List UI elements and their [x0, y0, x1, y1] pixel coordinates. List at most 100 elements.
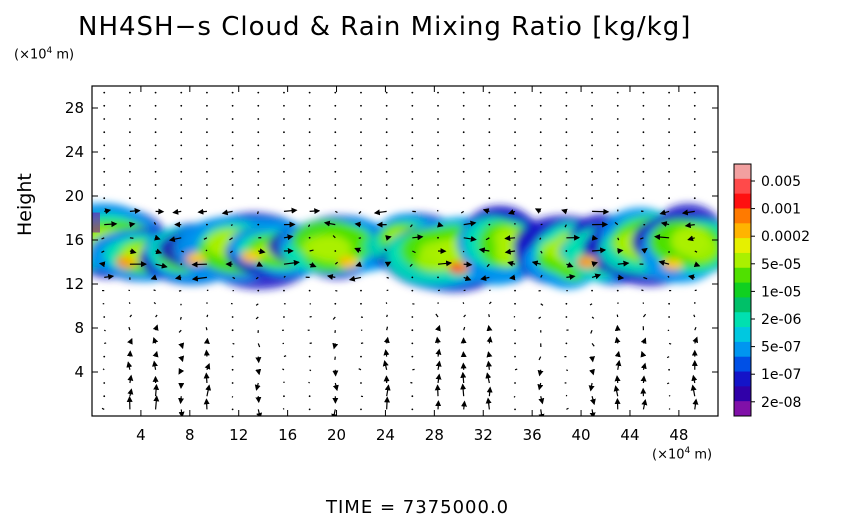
- wind-vector: [153, 302, 156, 305]
- wind-vector: [565, 170, 568, 173]
- wind-vector: [668, 342, 672, 345]
- cloud-hotspot-halo: [345, 256, 358, 264]
- wind-vector: [283, 184, 285, 186]
- wind-vector: [283, 144, 285, 147]
- colorbar-segment: [734, 223, 751, 239]
- wind-vector: [150, 274, 158, 280]
- wind-vector: [488, 118, 491, 120]
- wind-vector: [103, 355, 106, 358]
- wind-vector: [129, 184, 131, 186]
- wind-vector: [640, 362, 647, 370]
- wind-vector: [485, 360, 492, 370]
- wind-vector: [231, 197, 234, 200]
- wind-vector: [231, 91, 234, 94]
- colorbar-segment: [734, 327, 751, 343]
- wind-vector: [411, 355, 414, 358]
- wind-vector: [283, 197, 285, 200]
- colorbar-segment: [734, 208, 751, 224]
- wind-vector: [488, 223, 491, 226]
- wind-vector: [538, 316, 542, 319]
- wind-vector: [616, 118, 619, 120]
- wind-vector: [254, 382, 261, 391]
- wind-vector: [308, 170, 311, 173]
- wind-vector: [411, 170, 414, 173]
- colorbar-frame: [733, 163, 752, 417]
- wind-vector: [129, 118, 131, 120]
- wind-vector: [308, 184, 311, 186]
- wind-vector: [668, 157, 670, 160]
- wind-vector: [308, 236, 311, 239]
- wind-vector: [308, 144, 311, 147]
- wind-vector: [178, 367, 185, 375]
- wind-vector: [256, 409, 263, 416]
- wind-vector: [231, 355, 234, 358]
- wind-vector: [616, 131, 619, 134]
- wind-vector: [231, 131, 234, 134]
- wind-vector: [231, 144, 234, 147]
- wind-vector: [666, 356, 670, 359]
- wind-vector: [660, 221, 670, 227]
- wind-vector: [482, 208, 490, 214]
- wind-vector: [308, 408, 311, 411]
- wind-vector: [382, 360, 389, 370]
- wind-vector: [588, 382, 595, 392]
- wind-vector: [231, 408, 234, 411]
- wind-vector: [283, 104, 285, 107]
- wind-vector: [668, 197, 670, 200]
- wind-vector: [409, 263, 413, 267]
- wind-vector: [514, 342, 516, 345]
- wind-vector: [462, 302, 465, 305]
- wind-vector: [229, 250, 233, 254]
- wind-vector: [616, 197, 619, 200]
- colorbar-label: 0.0002: [761, 229, 810, 245]
- wind-vector: [258, 248, 266, 255]
- wind-vector: [354, 247, 362, 254]
- wind-vector: [231, 157, 234, 160]
- wind-vector: [509, 274, 516, 281]
- wind-vector: [437, 91, 439, 94]
- wind-vector: [255, 276, 259, 280]
- wind-vector: [566, 369, 569, 372]
- wind-vector: [308, 131, 311, 134]
- wind-vector: [435, 324, 441, 332]
- wind-vector: [411, 289, 414, 292]
- wind-vector: [308, 118, 311, 120]
- wind-vector: [180, 263, 183, 266]
- wind-vector: [309, 369, 312, 372]
- wind-vector: [180, 170, 183, 173]
- wind-vector: [206, 314, 209, 318]
- wind-vector: [257, 157, 260, 160]
- wind-vector: [348, 275, 362, 282]
- wind-vector: [591, 184, 593, 186]
- wind-vector-field: [98, 91, 701, 416]
- colorbar-label: 0.005: [761, 174, 801, 190]
- wind-vector: [283, 157, 285, 160]
- wind-vector: [437, 276, 439, 279]
- wind-vector: [462, 184, 465, 186]
- wind-vector: [307, 224, 311, 228]
- wind-vector: [561, 208, 568, 215]
- wind-vector: [180, 197, 183, 200]
- wind-vector: [565, 250, 568, 252]
- wind-vector: [565, 197, 568, 200]
- wind-vector: [692, 336, 699, 344]
- colorbar-label: 1e-07: [761, 367, 801, 383]
- wind-vector: [411, 408, 414, 411]
- wind-vector: [488, 170, 491, 173]
- wind-vector: [153, 395, 160, 410]
- wind-vector: [191, 275, 208, 282]
- wind-vector: [589, 368, 595, 376]
- wind-vector: [360, 118, 362, 120]
- wind-vector: [334, 250, 337, 252]
- wind-vector: [334, 157, 337, 160]
- wind-vector: [435, 360, 442, 370]
- wind-vector: [538, 356, 542, 361]
- wind-vector: [514, 131, 516, 134]
- colorbar-segment: [734, 238, 751, 254]
- wind-vector: [129, 170, 131, 173]
- wind-vector: [694, 250, 698, 253]
- wind-vector: [463, 235, 477, 242]
- wind-vector: [129, 144, 131, 147]
- wind-vector: [283, 259, 300, 266]
- x-tick-label: 16: [278, 426, 297, 444]
